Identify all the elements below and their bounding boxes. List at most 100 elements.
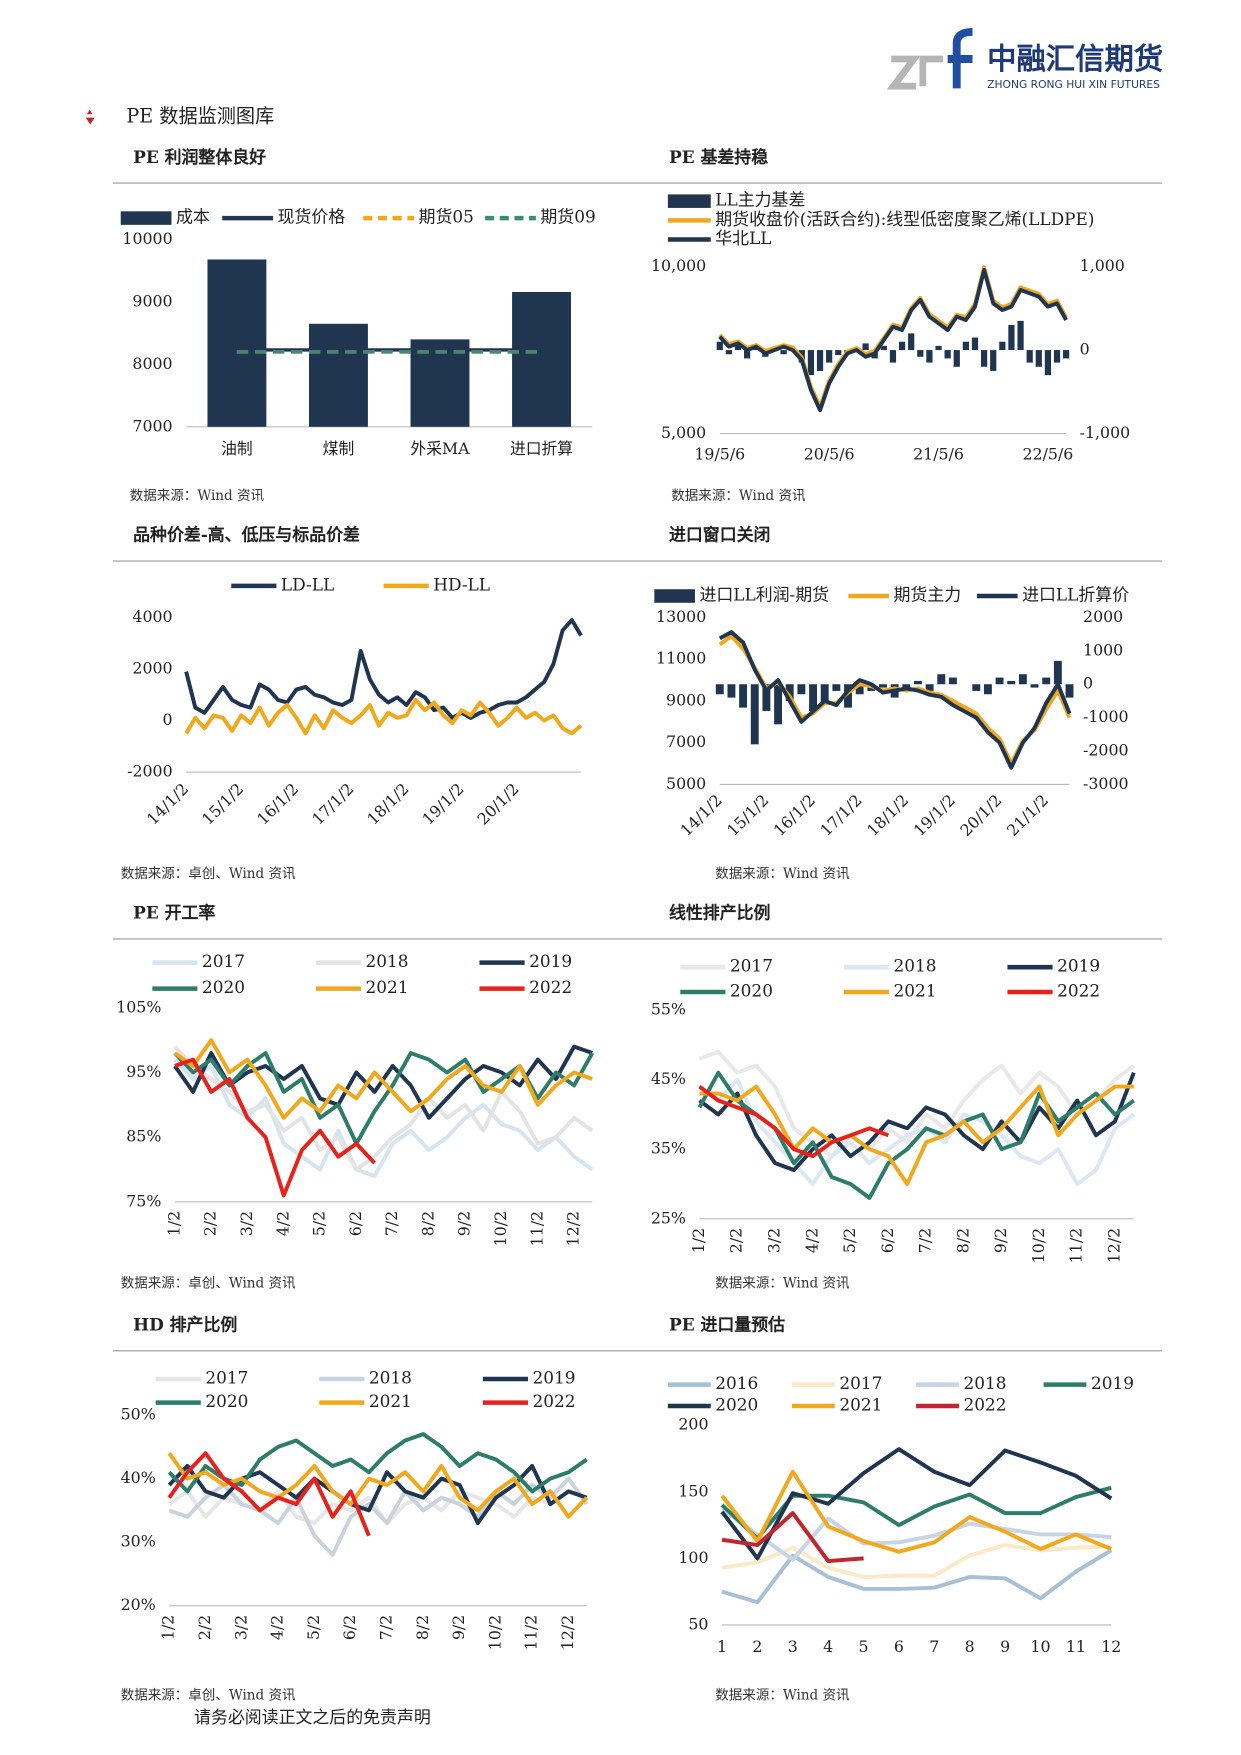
y-tick-label: 9000 xyxy=(666,690,706,709)
legend-label: 进口LL利润-期货 xyxy=(699,585,829,605)
x-tick-label: 4 xyxy=(823,1637,833,1656)
x-tick-label: 5/2 xyxy=(310,1211,329,1236)
chart-title: 品种价差-高、低压与标品价差 xyxy=(133,525,360,545)
line-series xyxy=(698,1049,1135,1159)
y-tick-label: 13000 xyxy=(656,607,706,626)
line-series xyxy=(167,1452,589,1519)
x-tick-label: 6/2 xyxy=(346,1211,365,1236)
line-series xyxy=(698,1077,1135,1187)
legend-label: 2018 xyxy=(963,1373,1006,1393)
line-series xyxy=(698,1071,1136,1173)
x-tick-label: 16/1/2 xyxy=(253,779,302,828)
bar xyxy=(990,350,997,371)
legend-label: 进口LL折算价 xyxy=(1022,585,1129,605)
bar xyxy=(725,350,733,355)
y-tick-label: 5,000 xyxy=(661,423,706,442)
bar xyxy=(914,680,922,685)
x-tick-label: 19/1/2 xyxy=(910,791,959,840)
x-tick-label: 2/2 xyxy=(195,1615,214,1640)
x-tick-label: 7/2 xyxy=(377,1615,396,1640)
legend-label: HD-LL xyxy=(433,574,490,594)
x-tick-label: 10 xyxy=(1030,1637,1050,1656)
line-series xyxy=(184,618,583,720)
x-tick-label: 18/1/2 xyxy=(363,779,412,828)
bar xyxy=(727,684,736,698)
bar xyxy=(908,333,915,351)
y-tick-label: 25% xyxy=(651,1208,686,1227)
x-tick-label: 3/2 xyxy=(231,1615,250,1640)
x-tick-label: 19/5/6 xyxy=(694,444,745,463)
bar xyxy=(309,323,368,427)
bar xyxy=(844,684,852,708)
legend-label: 2021 xyxy=(894,981,937,1001)
legend-label: 2020 xyxy=(205,1391,248,1411)
legend-label: 期货09 xyxy=(540,207,595,227)
bar xyxy=(889,350,897,363)
bar xyxy=(948,677,957,685)
x-tick-label: 8/2 xyxy=(953,1228,972,1253)
line-series xyxy=(721,1511,864,1564)
y-tick-label: 10,000 xyxy=(651,256,706,275)
line-series xyxy=(167,1451,371,1537)
line-series xyxy=(720,1447,1113,1561)
chart-title: PE 开工率 xyxy=(133,903,215,923)
x-tick-label: 12/2 xyxy=(1104,1228,1123,1263)
y-tick-label: 8000 xyxy=(132,354,172,373)
y-tick-label: 0 xyxy=(163,710,173,729)
bar xyxy=(1026,350,1033,363)
x-tick-label: 煤制 xyxy=(323,439,355,458)
x-tick-label: 9/2 xyxy=(991,1228,1010,1253)
y-tick-label: 100 xyxy=(678,1548,708,1567)
line-series xyxy=(184,697,583,736)
line-series xyxy=(718,630,1072,770)
chart-title: PE 利润整体良好 xyxy=(133,147,266,167)
y-tick-label: -1000 xyxy=(1083,707,1129,726)
x-tick-label: 1/2 xyxy=(159,1615,178,1640)
x-tick-label: 17/1/2 xyxy=(308,779,357,828)
y-tick-label: 75% xyxy=(126,1191,161,1210)
y-tick-label: 0 xyxy=(1083,674,1093,693)
bar xyxy=(879,684,887,688)
line-series xyxy=(698,1084,890,1159)
bar xyxy=(971,337,979,351)
source-note: 数据来源：卓创、Wind 资讯 xyxy=(121,1276,296,1292)
x-tick-label: 15/1/2 xyxy=(723,791,772,840)
y-tick-label: 50 xyxy=(688,1614,708,1633)
source-note: 数据来源：Wind 资讯 xyxy=(130,488,265,504)
source-note: 数据来源：Wind 资讯 xyxy=(715,1276,850,1292)
x-tick-label: 8/2 xyxy=(418,1211,437,1236)
x-tick-label: 10/2 xyxy=(485,1615,504,1650)
x-tick-label: 5/2 xyxy=(304,1615,323,1640)
bar xyxy=(980,350,988,367)
y-tick-label: -1,000 xyxy=(1080,423,1131,442)
x-tick-label: 16/1/2 xyxy=(770,791,819,840)
legend-label: 2018 xyxy=(366,951,409,971)
y-tick-label: 4000 xyxy=(132,607,172,626)
logo-mark xyxy=(919,55,944,87)
x-tick-label: 7 xyxy=(929,1637,939,1656)
legend-label: 现货价格 xyxy=(278,207,346,227)
x-tick-label: 9/2 xyxy=(455,1211,474,1236)
line-series xyxy=(173,1044,593,1120)
chart-title: HD 排产比例 xyxy=(133,1314,237,1334)
bar xyxy=(807,350,815,376)
x-tick-label: 5/2 xyxy=(840,1228,859,1253)
bar xyxy=(750,684,759,745)
line-series xyxy=(720,1469,1113,1554)
legend-label: 2022 xyxy=(963,1395,1006,1415)
y-tick-label: 9000 xyxy=(132,291,172,310)
bar xyxy=(917,350,924,357)
bar xyxy=(999,341,1006,351)
x-tick-label: 17/1/2 xyxy=(816,791,865,840)
x-tick-label: 7/2 xyxy=(916,1228,935,1253)
bar xyxy=(716,341,723,351)
bar xyxy=(937,674,946,685)
x-tick-label: 21/5/6 xyxy=(913,444,964,463)
bar xyxy=(1044,350,1052,376)
legend-swatch xyxy=(654,589,695,603)
y-tick-label: 55% xyxy=(651,1000,686,1019)
bar xyxy=(1018,674,1027,685)
y-tick-label: 7000 xyxy=(132,416,172,435)
legend-label: 2020 xyxy=(202,977,245,997)
bar xyxy=(512,291,571,427)
